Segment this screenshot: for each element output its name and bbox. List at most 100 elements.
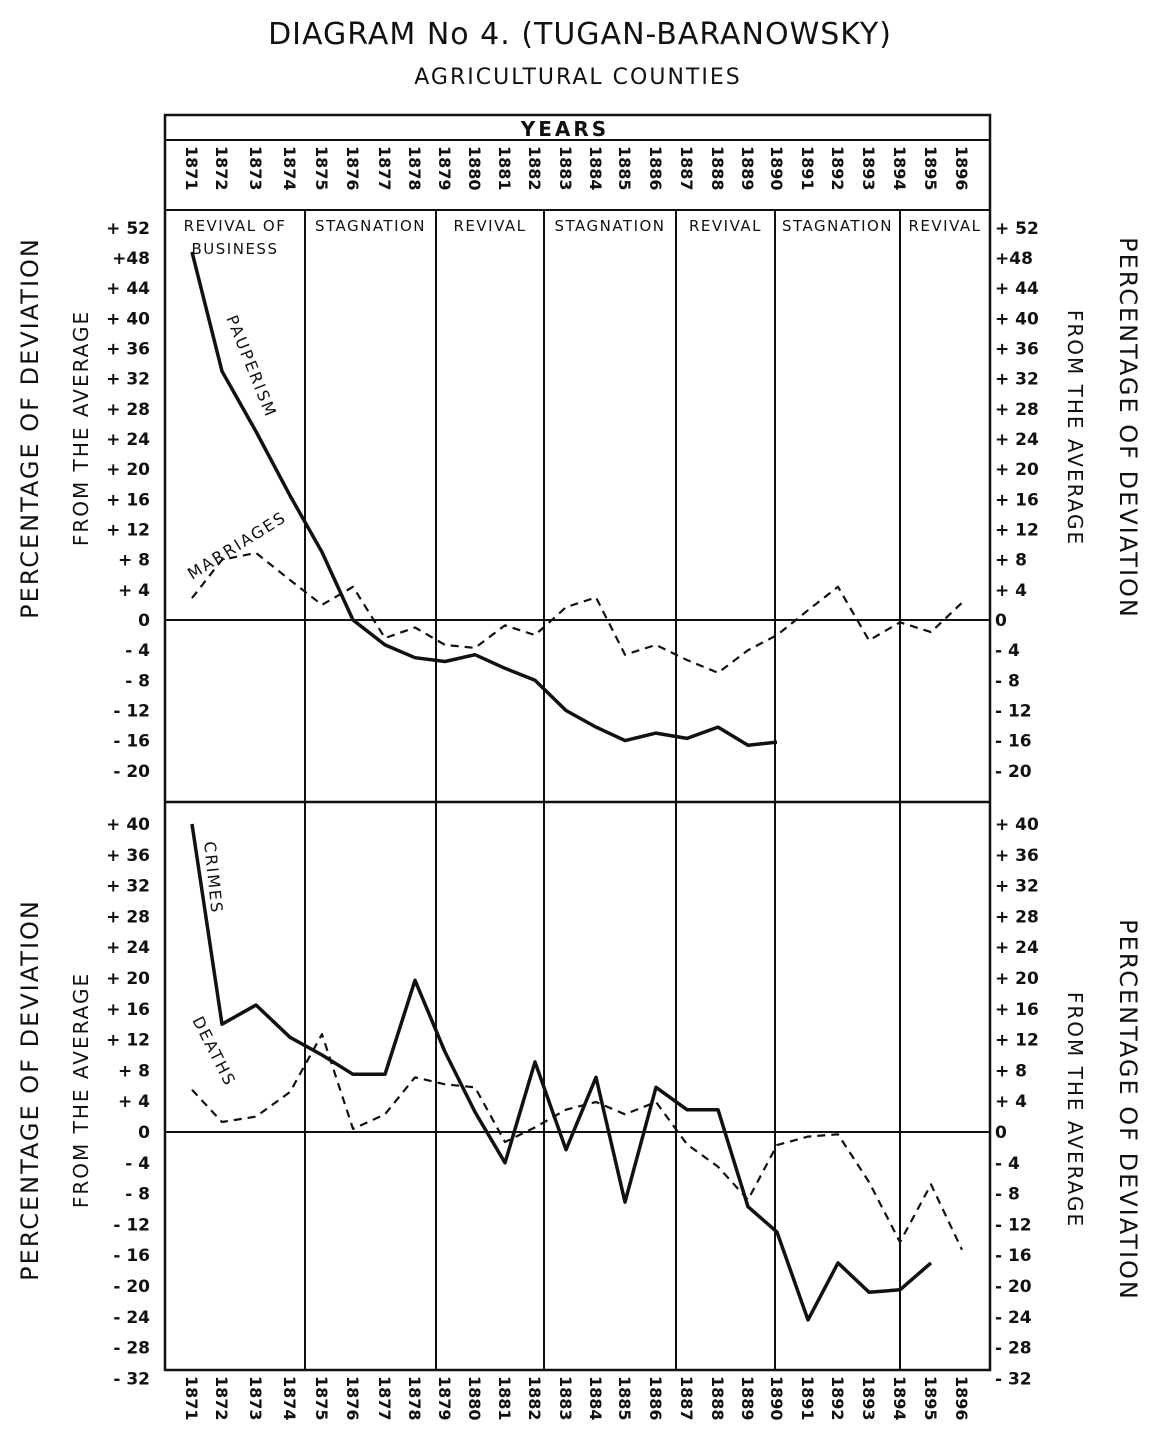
bottom-tick-left: - 28 <box>113 1339 150 1359</box>
bottom-tick-right: + 40 <box>995 815 1039 835</box>
top-tick-right: + 28 <box>995 400 1039 420</box>
bottom-tick-right: 0 <box>995 1123 1007 1143</box>
top-tick-left: + 28 <box>106 400 150 420</box>
year-label-bottom: 1891 <box>798 1376 817 1421</box>
series-line-pauperism <box>190 251 778 747</box>
bottom-tick-right: + 24 <box>995 938 1039 958</box>
bottom-tick-right: + 20 <box>995 969 1039 989</box>
year-label-bottom: 1884 <box>586 1376 605 1421</box>
top-tick-right: + 16 <box>995 490 1039 510</box>
top-tick-right: + 12 <box>995 521 1039 541</box>
year-label-top: 1876 <box>343 146 362 191</box>
top-tick-right: - 16 <box>995 732 1032 752</box>
top-tick-left: + 40 <box>106 309 150 329</box>
year-label-top: 1885 <box>615 146 634 191</box>
year-label-bottom: 1874 <box>280 1376 299 1421</box>
bottom-tick-left: + 28 <box>106 907 150 927</box>
top-tick-left: - 16 <box>113 732 150 752</box>
bottom-tick-left: + 4 <box>118 1092 150 1112</box>
year-label-top: 1880 <box>465 146 484 191</box>
series-label-pauperism: PAUPERISM <box>222 312 280 420</box>
bottom-tick-left: - 16 <box>113 1246 150 1266</box>
bottom-tick-left: + 12 <box>106 1031 150 1051</box>
year-label-bottom: 1889 <box>738 1376 757 1421</box>
year-label-top: 1875 <box>312 146 331 191</box>
year-label-top: 1878 <box>405 146 424 191</box>
bottom-tick-right: - 12 <box>995 1215 1032 1235</box>
year-label-top: 1872 <box>212 146 231 191</box>
year-label-bottom: 1893 <box>859 1376 878 1421</box>
period-label: STAGNATION <box>315 217 426 235</box>
year-label-top: 1896 <box>952 146 971 191</box>
year-label-bottom: 1880 <box>465 1376 484 1421</box>
year-label-bottom: 1887 <box>677 1376 696 1421</box>
chart-subtitle: AGRICULTURAL COUNTIES <box>414 65 741 90</box>
series-line-marriages <box>191 551 963 674</box>
year-label-top: 1892 <box>828 146 847 191</box>
top-tick-right: +48 <box>995 249 1033 269</box>
period-label: REVIVAL <box>689 217 762 235</box>
year-label-bottom: 1885 <box>615 1376 634 1421</box>
left-axis-label-top-2: FROM THE AVERAGE <box>69 310 93 546</box>
year-label-top: 1888 <box>708 146 727 191</box>
year-label-bottom: 1892 <box>828 1376 847 1421</box>
year-label-top: 1887 <box>677 146 696 191</box>
bottom-tick-left: - 8 <box>125 1185 150 1205</box>
year-label-bottom: 1879 <box>435 1376 454 1421</box>
bottom-tick-right: - 32 <box>995 1369 1032 1389</box>
year-label-top: 1877 <box>375 146 394 191</box>
bottom-tick-right: + 8 <box>995 1061 1027 1081</box>
left-axis-label-bottom-1: PERCENTAGE OF DEVIATION <box>16 899 44 1281</box>
bottom-tick-right: + 4 <box>995 1092 1027 1112</box>
bottom-tick-right: + 16 <box>995 1000 1039 1020</box>
top-tick-right: - 20 <box>995 762 1032 782</box>
period-label: STAGNATION <box>782 217 893 235</box>
top-tick-left: - 4 <box>125 641 150 661</box>
year-label-bottom: 1882 <box>525 1376 544 1421</box>
top-tick-left: + 8 <box>118 551 150 571</box>
year-label-top: 1871 <box>182 146 201 191</box>
top-tick-left: + 24 <box>106 430 150 450</box>
year-label-bottom: 1896 <box>952 1376 971 1421</box>
year-label-top: 1883 <box>556 146 575 191</box>
top-tick-right: + 24 <box>995 430 1039 450</box>
year-label-bottom: 1888 <box>708 1376 727 1421</box>
bottom-tick-right: - 28 <box>995 1339 1032 1359</box>
top-tick-left: + 20 <box>106 460 150 480</box>
top-tick-right: + 36 <box>995 340 1039 360</box>
bottom-tick-right: + 36 <box>995 846 1039 866</box>
period-label-2: BUSINESS <box>192 240 279 258</box>
bottom-tick-right: - 8 <box>995 1185 1020 1205</box>
bottom-tick-left: - 32 <box>113 1369 150 1389</box>
year-label-top: 1879 <box>435 146 454 191</box>
year-label-top: 1893 <box>859 146 878 191</box>
year-label-top: 1889 <box>738 146 757 191</box>
series-label-deaths: DEATHS <box>188 1013 239 1089</box>
right-axis-label-top-1: PERCENTAGE OF DEVIATION <box>1114 237 1142 619</box>
top-tick-left: + 4 <box>118 581 150 601</box>
left-axis-label-top-1: PERCENTAGE OF DEVIATION <box>16 237 44 619</box>
top-tick-left: + 36 <box>106 340 150 360</box>
year-label-top: 1894 <box>890 146 909 191</box>
bottom-tick-right: + 28 <box>995 907 1039 927</box>
bottom-tick-right: - 20 <box>995 1277 1032 1297</box>
year-label-bottom: 1894 <box>890 1376 909 1421</box>
top-tick-right: + 4 <box>995 581 1027 601</box>
bottom-tick-left: - 4 <box>125 1154 150 1174</box>
year-label-bottom: 1895 <box>921 1376 940 1421</box>
year-label-bottom: 1872 <box>212 1376 231 1421</box>
top-tick-right: - 12 <box>995 701 1032 721</box>
year-label-top: 1874 <box>280 146 299 191</box>
top-tick-right: 0 <box>995 611 1007 631</box>
series-line-crimes <box>190 823 933 1322</box>
top-tick-right: + 40 <box>995 309 1039 329</box>
year-label-top: 1890 <box>767 146 786 191</box>
bottom-tick-left: + 36 <box>106 846 150 866</box>
left-axis-label-bottom-2: FROM THE AVERAGE <box>69 972 93 1208</box>
top-tick-right: + 44 <box>995 279 1039 299</box>
bottom-tick-left: - 20 <box>113 1277 150 1297</box>
year-label-top: 1881 <box>495 146 514 191</box>
year-label-bottom: 1881 <box>495 1376 514 1421</box>
top-tick-left: 0 <box>138 611 150 631</box>
